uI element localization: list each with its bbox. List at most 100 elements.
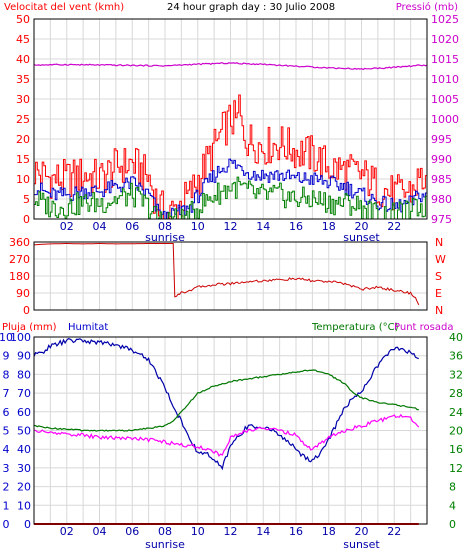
temperature-y-tick-0: 0 [449,518,456,531]
hum-x-tick-14: 14 [256,525,270,538]
temperature-y-tick-24: 24 [449,406,463,419]
wind-speed-axis-label: Velocitat del vent (kmh) [4,2,124,13]
hum-sunset-label: sunset [343,538,380,551]
wind-y-tick-20: 20 [16,133,30,146]
rain-axis-label: Pluja (mm) [2,322,57,333]
wind-y-tick-30: 30 [16,93,30,106]
rain-y-tick-6: 6 [3,406,10,419]
humidity-panel-frame [33,336,428,525]
pressure-y-tick-1025: 1025 [431,13,459,26]
humidity-y-tick-60: 60 [17,406,31,419]
humidity-y-tick-40: 40 [17,443,31,456]
temperature-y-tick-32: 32 [449,368,463,381]
hum-x-tick-10: 10 [191,525,205,538]
pressure-y-tick-975: 975 [431,213,452,226]
wind-y-tick-25: 25 [16,113,30,126]
humidity-y-tick-80: 80 [17,368,31,381]
humidity-y-tick-90: 90 [17,350,31,363]
humidity-y-tick-0: 0 [24,518,31,531]
wind-y-tick-0: 0 [23,213,30,226]
wind-x-tick-18: 18 [322,220,336,233]
wind-y-tick-15: 15 [16,153,30,166]
rain-y-tick-8: 8 [3,368,10,381]
wind-avg-line [34,158,428,220]
wind-sunset-label: sunset [343,231,380,244]
dewpoint-axis-label: Punt rosada [394,322,453,333]
rain-y-tick-9: 9 [3,350,10,363]
temperature-y-tick-20: 20 [449,425,463,438]
direction-compass-n-0: N [435,236,443,249]
pressure-y-tick-995: 995 [431,133,452,146]
humidity-y-tick-50: 50 [17,425,31,438]
hum-x-tick-22: 22 [387,525,401,538]
wind-y-tick-5: 5 [23,193,30,206]
wind-x-tick-16: 16 [289,220,303,233]
wind-x-tick-02: 02 [60,220,74,233]
temperature-y-tick-28: 28 [449,387,463,400]
wind-sunrise-label: sunrise [145,231,185,244]
pressure-axis-label: Pressió (mb) [396,1,458,13]
dewpoint-line [33,413,420,457]
direction-y-tick-270: 270 [9,253,30,266]
wind-y-tick-40: 40 [16,53,30,66]
pressure-y-tick-1010: 1010 [431,73,459,86]
temperature-y-tick-4: 4 [449,499,456,512]
pressure-y-tick-1020: 1020 [431,33,459,46]
wind-y-tick-35: 35 [16,73,30,86]
humidity-y-tick-100: 100 [10,331,31,344]
direction-compass-e-3: E [435,287,442,300]
chart-title: 24 hour graph day : 30 Julio 2008 [167,2,335,13]
temperature-y-tick-16: 16 [449,443,463,456]
direction-compass-w-1: W [435,253,446,266]
pressure-y-tick-1000: 1000 [431,113,459,126]
temperature-y-tick-40: 40 [449,331,463,344]
humidity-y-tick-70: 70 [17,387,31,400]
humidity-y-tick-20: 20 [17,481,31,494]
wind-gust-line [34,94,428,220]
pressure-y-tick-1005: 1005 [431,93,459,106]
hum-sunrise-label: sunrise [145,538,185,551]
humidity-line [33,338,419,471]
wind-x-tick-10: 10 [191,220,205,233]
rain-y-tick-2: 2 [3,481,10,494]
rain-y-tick-4: 4 [3,443,10,456]
wind-x-tick-20: 20 [355,220,369,233]
pressure-line [33,62,428,71]
direction-y-tick-360: 360 [9,236,30,249]
temperature-y-tick-12: 12 [449,462,463,475]
wind-x-tick-12: 12 [224,220,238,233]
hum-x-tick-18: 18 [322,525,336,538]
wind-x-tick-22: 22 [387,220,401,233]
hum-x-tick-04: 04 [93,525,107,538]
rain-y-tick-7: 7 [3,387,10,400]
rain-y-tick-1: 1 [3,499,10,512]
hum-x-tick-08: 08 [158,525,172,538]
pressure-y-tick-1015: 1015 [431,53,459,66]
chart-marks-layer: 0510152025303540455097598098599099510001… [0,13,463,551]
wind-x-tick-08: 08 [158,220,172,233]
wind-low-line [34,176,428,220]
rain-y-tick-3: 3 [3,462,10,475]
rain-y-tick-10: 10 [0,331,13,344]
temperature-axis-label: Temperatura (°C) [311,322,399,333]
wind-y-tick-50: 50 [16,13,30,26]
hum-x-tick-12: 12 [224,525,238,538]
temperature-y-tick-36: 36 [449,350,463,363]
wind-direction-line [33,243,420,306]
temperature-line [33,369,419,432]
hum-x-tick-02: 02 [60,525,74,538]
pressure-y-tick-980: 980 [431,193,452,206]
direction-compass-s-2: S [435,270,442,283]
direction-y-tick-90: 90 [16,287,30,300]
humidity-y-tick-30: 30 [17,462,31,475]
direction-y-tick-180: 180 [9,270,30,283]
wind-x-tick-06: 06 [125,220,139,233]
direction-panel-frame [33,241,428,311]
pressure-y-tick-985: 985 [431,173,452,186]
rain-y-tick-5: 5 [3,425,10,438]
direction-compass-n-4: N [435,304,443,317]
direction-y-tick-0: 0 [23,304,30,317]
